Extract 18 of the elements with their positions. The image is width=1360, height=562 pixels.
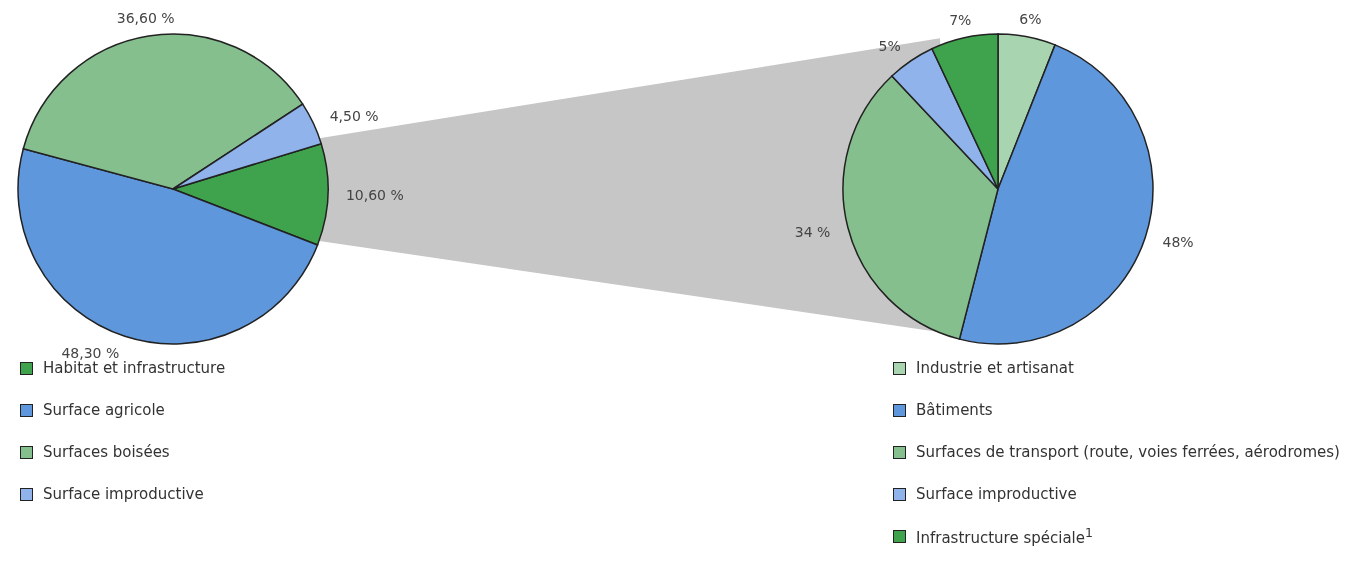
data-label: 36,60 % xyxy=(116,10,175,27)
legend-label: Industrie et artisanat xyxy=(916,359,1074,377)
legend-label: Habitat et infrastructure xyxy=(43,359,226,377)
legend-label: Surfaces boisées xyxy=(43,443,170,461)
data-label: 48,30 % xyxy=(61,345,120,362)
data-label: 7% xyxy=(949,12,972,29)
data-label: 5% xyxy=(878,37,901,54)
legend-label: Surface improductive xyxy=(916,485,1077,503)
data-label: 6% xyxy=(1019,11,1042,28)
data-label: 34 % xyxy=(794,224,831,241)
legend-label: Surfaces de transport (route, voies ferrées, aérodromes) xyxy=(916,443,1340,461)
legend-label: Surface agricole xyxy=(43,401,165,419)
legend-label: Surface improductive xyxy=(43,485,204,503)
data-label: 4,50 % xyxy=(329,107,379,124)
legend-label: Bâtiments xyxy=(916,401,993,419)
legend-label: Infrastructure spéciale$^{1}$ xyxy=(916,525,1093,547)
data-label: 48% xyxy=(1162,234,1194,251)
data-label: 10,60 % xyxy=(345,187,404,204)
